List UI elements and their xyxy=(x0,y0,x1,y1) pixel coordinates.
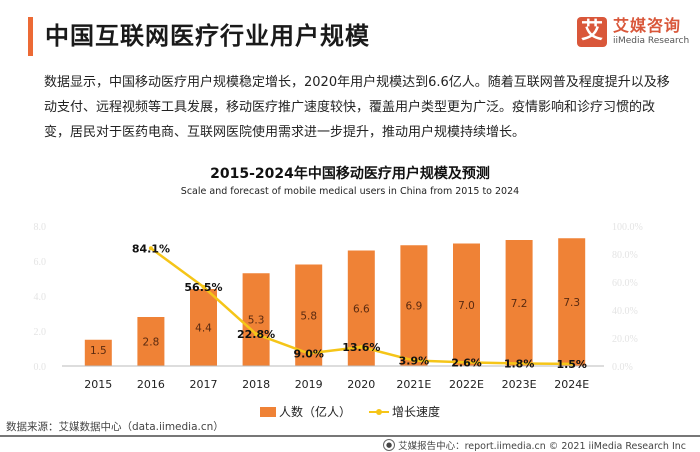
right-tick-label: 60.0% xyxy=(612,278,638,289)
footer-text: 艾媒报告中心：report.iimedia.cn © 2021 iiMedia … xyxy=(398,441,686,452)
x-tick-label: 2015 xyxy=(84,378,112,391)
chart-subtitle: Scale and forecast of mobile medical use… xyxy=(180,186,520,197)
growth-value-label: 9.0% xyxy=(293,347,324,360)
growth-value-label: 2.6% xyxy=(451,356,482,369)
growth-point xyxy=(411,358,416,363)
logo-name-en: iiMedia Research xyxy=(613,36,690,46)
growth-line-series xyxy=(148,246,574,366)
x-tick-label: 2020 xyxy=(347,378,375,391)
bar xyxy=(400,245,428,366)
bar-value-label: 2.8 xyxy=(143,337,160,349)
description-paragraph: 数据显示，中国移动医疗用户规模稳定增长，2020年用户规模达到6.6亿人。随着互… xyxy=(44,75,670,140)
left-tick-label: 8.0 xyxy=(34,222,47,233)
bar-value-label: 1.5 xyxy=(90,345,107,357)
bar xyxy=(453,243,480,366)
bar-value-label: 6.6 xyxy=(353,303,370,315)
x-tick-label: 2023E xyxy=(502,378,537,391)
left-axis-ticks: 0.0 2.0 4.0 6.0 8.0 xyxy=(34,222,47,373)
chart-legend: 人数（亿人） 增长速度 xyxy=(0,403,700,420)
x-tick-label: 2017 xyxy=(190,378,218,391)
bar-value-label: 6.9 xyxy=(406,301,423,313)
data-source: 数据来源：艾媒数据中心（data.iimedia.cn） xyxy=(6,421,224,433)
bar-value-label: 7.2 xyxy=(511,298,528,310)
x-tick-label: 2016 xyxy=(137,378,165,391)
left-tick-label: 6.0 xyxy=(34,257,47,268)
right-tick-label: 100.0% xyxy=(612,222,643,233)
legend-item-growth: 增长速度 xyxy=(369,403,440,420)
growth-value-label: 22.8% xyxy=(237,328,275,341)
x-tick-label: 2019 xyxy=(295,378,323,391)
growth-point xyxy=(254,332,259,337)
x-tick-label: 2021E xyxy=(396,378,431,391)
bar xyxy=(190,289,217,366)
growth-value-label: 1.5% xyxy=(556,358,587,371)
right-tick-label: 40.0% xyxy=(612,306,638,317)
right-tick-label: 80.0% xyxy=(612,250,638,261)
logo-mark-icon: 艾 xyxy=(577,17,607,47)
line-swatch-icon xyxy=(369,408,389,415)
bar xyxy=(505,240,533,366)
growth-point xyxy=(201,284,206,289)
growth-point xyxy=(464,360,469,365)
growth-point xyxy=(517,361,522,366)
growth-value-label: 56.5% xyxy=(184,281,222,294)
footer-divider xyxy=(0,435,700,437)
x-tick-label: 2024E xyxy=(554,378,589,391)
brand-logo: 艾 艾媒咨询 iiMedia Research xyxy=(577,17,689,47)
growth-value-label: 3.9% xyxy=(399,355,430,368)
legend-label-growth: 增长速度 xyxy=(392,405,441,419)
title-accent-bar xyxy=(28,17,33,56)
growth-point xyxy=(569,361,574,366)
x-axis-ticks: 2015 2016 2017 2018 2019 2020 2021E 2022E 2023E 2… xyxy=(84,378,589,391)
left-tick-label: 0.0 xyxy=(34,362,47,373)
growth-point xyxy=(148,246,153,251)
bar xyxy=(137,317,165,366)
x-tick-label: 2018 xyxy=(242,378,270,391)
right-tick-label: 0.0% xyxy=(612,362,633,373)
bar xyxy=(242,273,270,366)
logo-name-cn: 艾媒咨询 xyxy=(613,16,682,35)
bar xyxy=(84,339,112,366)
bar xyxy=(558,238,586,366)
x-tick-label: 2022E xyxy=(449,378,484,391)
growth-value-label: 84.1% xyxy=(132,242,170,255)
legend-label-users: 人数（亿人） xyxy=(278,405,351,419)
growth-labels: 84.1% 56.5% 22.8% 9.0% 13.6% 3.9% 2.6% 1.8% 1.5% xyxy=(132,242,587,371)
left-tick-label: 4.0 xyxy=(34,292,47,303)
bar-swatch-icon xyxy=(259,406,276,417)
bar-value-label: 5.3 xyxy=(248,315,265,327)
globe-icon: ● xyxy=(383,439,396,451)
bar-value-label: 7.0 xyxy=(458,300,475,312)
right-tick-label: 20.0% xyxy=(612,334,638,345)
growth-point xyxy=(359,344,364,349)
growth-point xyxy=(306,351,311,356)
growth-value-label: 1.8% xyxy=(504,357,535,370)
legend-item-users: 人数（亿人） xyxy=(259,403,351,420)
bar-labels: 1.5 2.8 4.4 5.3 5.8 6.6 6.9 7.0 7.2 7.3 xyxy=(90,297,580,357)
bar-value-label: 4.4 xyxy=(195,323,212,335)
right-axis-ticks: 0.0% 20.0% 40.0% 60.0% 80.0% 100.0% xyxy=(612,222,643,373)
bar-series xyxy=(84,238,586,366)
page-title: 中国互联网医疗行业用户规模 xyxy=(45,22,370,50)
left-tick-label: 2.0 xyxy=(34,327,47,338)
bar-value-label: 7.3 xyxy=(563,297,580,309)
growth-value-label: 13.6% xyxy=(342,341,380,354)
chart-title: 2015-2024年中国移动医疗用户规模及预测 xyxy=(210,166,490,182)
bar-value-label: 5.8 xyxy=(300,310,317,322)
